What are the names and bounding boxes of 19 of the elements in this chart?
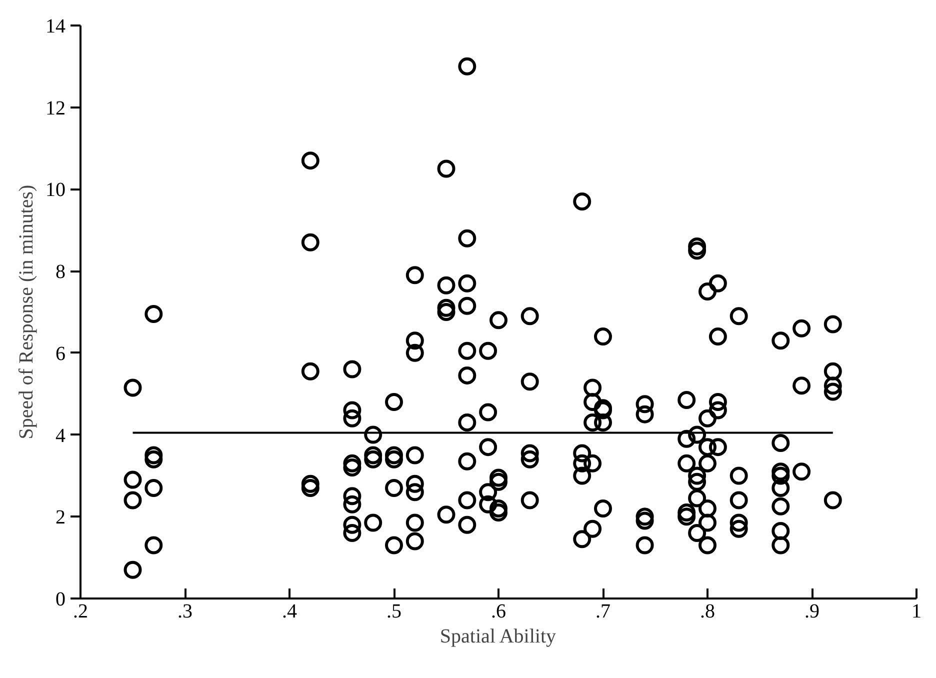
y-tick-label: 4 <box>56 424 66 447</box>
x-tick-label: .8 <box>700 600 715 622</box>
y-tick-label: 10 <box>46 179 66 202</box>
x-tick-label: .3 <box>178 600 192 622</box>
y-tick-label: 14 <box>46 16 66 38</box>
x-tick-label: 1 <box>912 600 922 622</box>
x-tick-label: .2 <box>73 600 88 622</box>
y-tick-label: 12 <box>46 97 66 120</box>
x-tick-label: .5 <box>386 600 402 622</box>
y-tick-label: 8 <box>56 261 66 284</box>
x-tick-label: .6 <box>491 600 506 622</box>
x-tick-label: .7 <box>596 600 610 622</box>
y-tick-label: 6 <box>56 342 66 365</box>
y-tick-label: 0 <box>56 588 66 610</box>
x-tick-label: .9 <box>804 600 820 622</box>
y-tick-label: 2 <box>56 506 66 529</box>
x-axis-title: Spatial Ability <box>440 626 556 648</box>
y-axis-title: Speed of Response (in minutes) <box>16 184 38 440</box>
x-tick-label: .4 <box>282 600 297 622</box>
